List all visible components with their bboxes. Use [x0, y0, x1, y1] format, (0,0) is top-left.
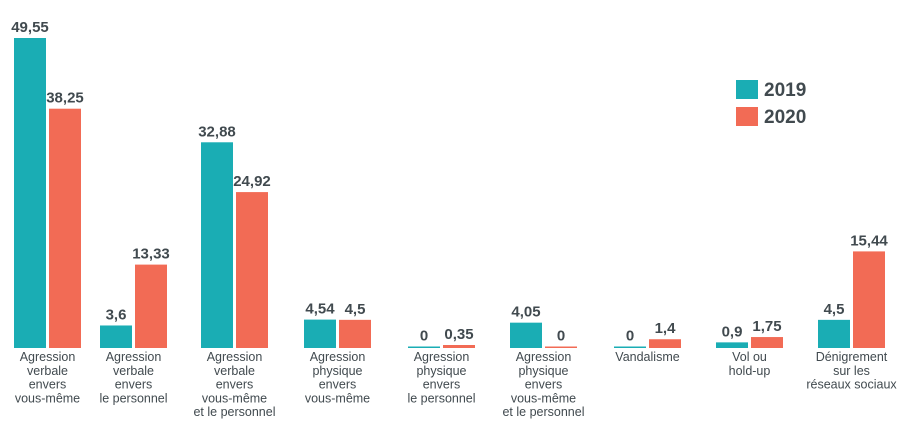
category-label-8-1: sur les	[833, 364, 870, 378]
value-label-2019-5: 4,05	[511, 304, 540, 321]
category-label-2-2: envers	[216, 378, 254, 392]
value-label-2020-2: 24,92	[233, 173, 271, 190]
value-label-2020-4: 0,35	[444, 326, 473, 343]
bar-2020-3	[339, 319, 371, 348]
bar-2020-1	[135, 264, 167, 348]
bar-2019-8	[818, 319, 850, 348]
bar-2020-6	[649, 339, 681, 348]
category-label-5-3: vous-même	[511, 391, 576, 405]
category-label-4-3: le personnel	[407, 391, 475, 405]
category-label-7-1: hold-up	[729, 364, 771, 378]
category-label-3-2: envers	[319, 378, 357, 392]
value-label-2019-4: 0	[420, 328, 428, 345]
bar-2019-4	[408, 346, 440, 348]
category-label-5-2: envers	[525, 378, 563, 392]
bar-2019-2	[201, 142, 233, 348]
category-label-6-0: Vandalisme	[615, 350, 679, 364]
legend-swatch-2019	[736, 80, 758, 99]
category-label-2-1: verbale	[214, 364, 255, 378]
category-label-0-3: vous-même	[15, 391, 80, 405]
value-label-2019-0: 49,55	[11, 19, 49, 36]
category-label-7-0: Vol ou	[732, 350, 767, 364]
category-label-3-3: vous-même	[305, 391, 370, 405]
category-label-5-0: Agression	[516, 350, 572, 364]
value-labels-layer: 49,55 38,25 3,6 13,33 32,88 24,92 4,54 4,5 0 0,35…	[11, 19, 888, 345]
bar-2020-4	[443, 345, 475, 348]
value-label-2019-8: 4,5	[824, 301, 845, 318]
value-label-2020-7: 1,75	[752, 318, 781, 335]
value-label-2020-1: 13,33	[132, 246, 170, 263]
category-label-3-1: physique	[312, 364, 362, 378]
category-label-5-1: physique	[518, 364, 568, 378]
value-label-2019-2: 32,88	[198, 123, 236, 140]
bar-2020-2	[236, 192, 268, 348]
legend: 2019 2020	[736, 80, 806, 128]
category-label-4-0: Agression	[414, 350, 470, 364]
bar-2020-0	[49, 108, 81, 349]
legend-label-2019: 2019	[764, 80, 806, 101]
value-label-2020-8: 15,44	[850, 232, 888, 249]
value-label-2019-3: 4,54	[305, 301, 335, 318]
category-label-2-4: et le personnel	[193, 405, 275, 419]
category-label-2-0: Agression	[207, 350, 263, 364]
value-label-2020-5: 0	[557, 328, 565, 345]
bar-2019-5	[510, 322, 542, 348]
bar-2019-3	[304, 319, 336, 348]
bar-2020-5	[545, 346, 577, 348]
category-label-1-3: le personnel	[99, 391, 167, 405]
category-label-0-2: envers	[29, 378, 67, 392]
category-label-1-0: Agression	[106, 350, 162, 364]
bar-2019-0	[14, 38, 46, 348]
category-label-4-2: envers	[423, 378, 461, 392]
value-label-2020-3: 4,5	[345, 301, 366, 318]
value-label-2019-1: 3,6	[106, 306, 127, 323]
category-labels-layer: Agressionverbaleenversvous-mêmeAgression…	[15, 350, 898, 419]
bars-layer	[14, 38, 885, 349]
category-label-1-2: envers	[115, 378, 153, 392]
bar-2019-1	[100, 325, 132, 348]
category-label-0-0: Agression	[20, 350, 76, 364]
value-label-2020-0: 38,25	[46, 90, 84, 107]
category-label-8-0: Dénigrement	[816, 350, 888, 364]
value-label-2019-7: 0,9	[722, 323, 743, 340]
legend-label-2020: 2020	[764, 107, 806, 128]
bar-2020-7	[751, 337, 783, 348]
value-label-2019-6: 0	[626, 328, 634, 345]
category-label-8-2: réseaux sociaux	[806, 378, 897, 392]
value-label-2020-6: 1,4	[655, 320, 677, 337]
category-label-1-1: verbale	[113, 364, 154, 378]
category-label-3-0: Agression	[310, 350, 366, 364]
category-label-4-1: physique	[416, 364, 466, 378]
bar-2020-8	[853, 251, 885, 348]
category-label-2-3: vous-même	[202, 391, 267, 405]
legend-swatch-2020	[736, 107, 758, 126]
bar-2019-6	[614, 346, 646, 348]
category-label-0-1: verbale	[27, 364, 68, 378]
bar-2019-7	[716, 342, 748, 348]
category-label-5-4: et le personnel	[502, 405, 584, 419]
